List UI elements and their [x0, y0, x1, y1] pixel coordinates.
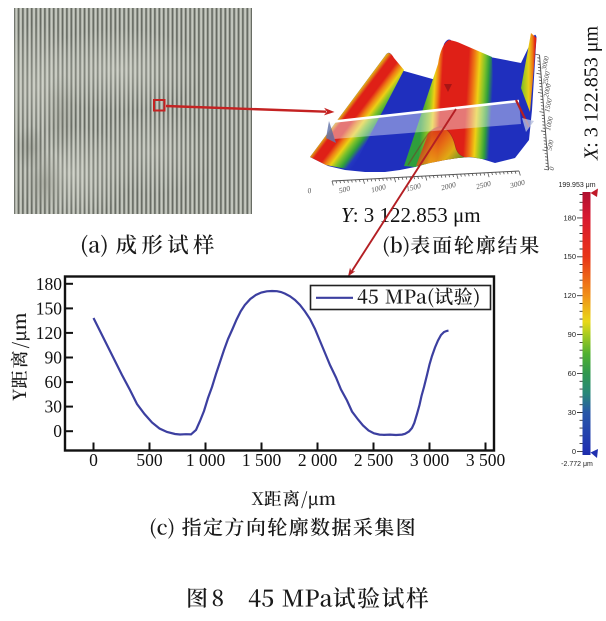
svg-text:X: 3 122.853 μm: X: 3 122.853 μm	[581, 26, 603, 161]
svg-text:3000: 3000	[540, 55, 551, 72]
svg-text:Y: 3 122.853 μm: Y: 3 122.853 μm	[341, 203, 481, 227]
svg-text:1 500: 1 500	[242, 450, 282, 470]
svg-text:2 000: 2 000	[298, 450, 338, 470]
svg-text:1000: 1000	[544, 115, 555, 131]
svg-text:0: 0	[53, 421, 62, 441]
svg-text:2000: 2000	[440, 180, 457, 192]
svg-text:2500: 2500	[541, 70, 552, 86]
svg-text:30: 30	[45, 397, 63, 417]
svg-text:1 000: 1 000	[186, 450, 226, 470]
svg-text:60: 60	[568, 369, 576, 378]
svg-text:3000: 3000	[508, 178, 526, 191]
svg-text:199.953 μm: 199.953 μm	[558, 182, 595, 189]
svg-text:1500: 1500	[543, 97, 554, 113]
svg-text:150: 150	[563, 252, 576, 261]
svg-text:90: 90	[568, 330, 576, 339]
svg-text:0: 0	[306, 186, 312, 196]
svg-text:60: 60	[45, 372, 63, 392]
svg-text:3 500: 3 500	[466, 450, 506, 470]
svg-text:0: 0	[572, 447, 576, 456]
svg-text:500: 500	[546, 139, 556, 151]
svg-text:2000: 2000	[542, 82, 553, 98]
svg-text:0: 0	[548, 166, 557, 172]
svg-text:1000: 1000	[370, 182, 387, 194]
svg-text:150: 150	[36, 298, 63, 318]
svg-text:500: 500	[338, 184, 351, 196]
svg-text:-2.772 μm: -2.772 μm	[561, 461, 593, 468]
svg-text:3 000: 3 000	[410, 450, 450, 470]
svg-text:500: 500	[136, 450, 163, 470]
svg-text:180: 180	[563, 213, 576, 222]
svg-text:180: 180	[36, 274, 63, 294]
svg-text:2 500: 2 500	[354, 450, 394, 470]
svg-text:1500: 1500	[405, 181, 422, 193]
svg-text:120: 120	[563, 291, 576, 300]
svg-text:0: 0	[89, 450, 98, 470]
svg-text:90: 90	[45, 348, 63, 368]
svg-text:30: 30	[568, 408, 576, 417]
svg-text:2500: 2500	[475, 179, 492, 191]
svg-text:120: 120	[36, 323, 63, 343]
